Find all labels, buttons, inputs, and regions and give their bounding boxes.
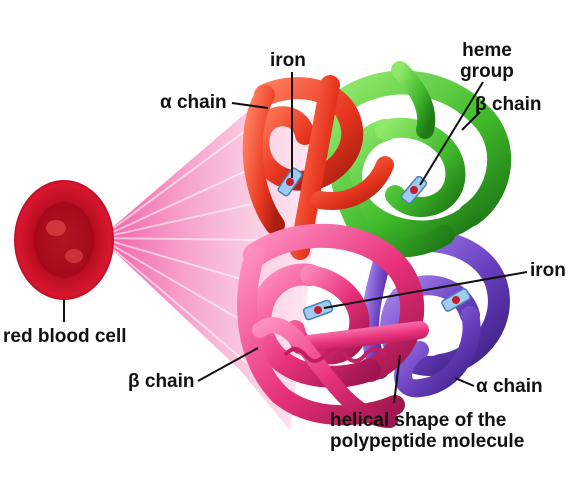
iron-label-top: iron — [270, 50, 306, 71]
leader-lines — [63, 72, 528, 404]
beta-chain-label-right: β chain — [475, 94, 542, 115]
helical-shape-label-line2: polypeptide molecule — [330, 431, 525, 452]
red-blood-cell-label: red blood cell — [3, 326, 127, 347]
heme-group-label-line2: group — [460, 61, 514, 82]
alpha-chain-label-top: α chain — [160, 92, 227, 113]
heme-group-label: heme group — [456, 40, 518, 82]
red-blood-cell-shape — [14, 180, 114, 300]
alpha-chain-label-bottom: α chain — [476, 376, 543, 397]
helical-shape-label-line1: helical shape of the — [330, 410, 507, 431]
beta-chain-label-bottom: β chain — [128, 371, 195, 392]
heme-group-label-line1: heme — [462, 40, 512, 61]
beta-chain-bottom-shape — [237, 223, 429, 428]
iron-label-right: iron — [530, 260, 566, 281]
helical-shape-label: helical shape of the polypeptide molecul… — [330, 410, 524, 452]
helix-shape — [283, 347, 387, 363]
